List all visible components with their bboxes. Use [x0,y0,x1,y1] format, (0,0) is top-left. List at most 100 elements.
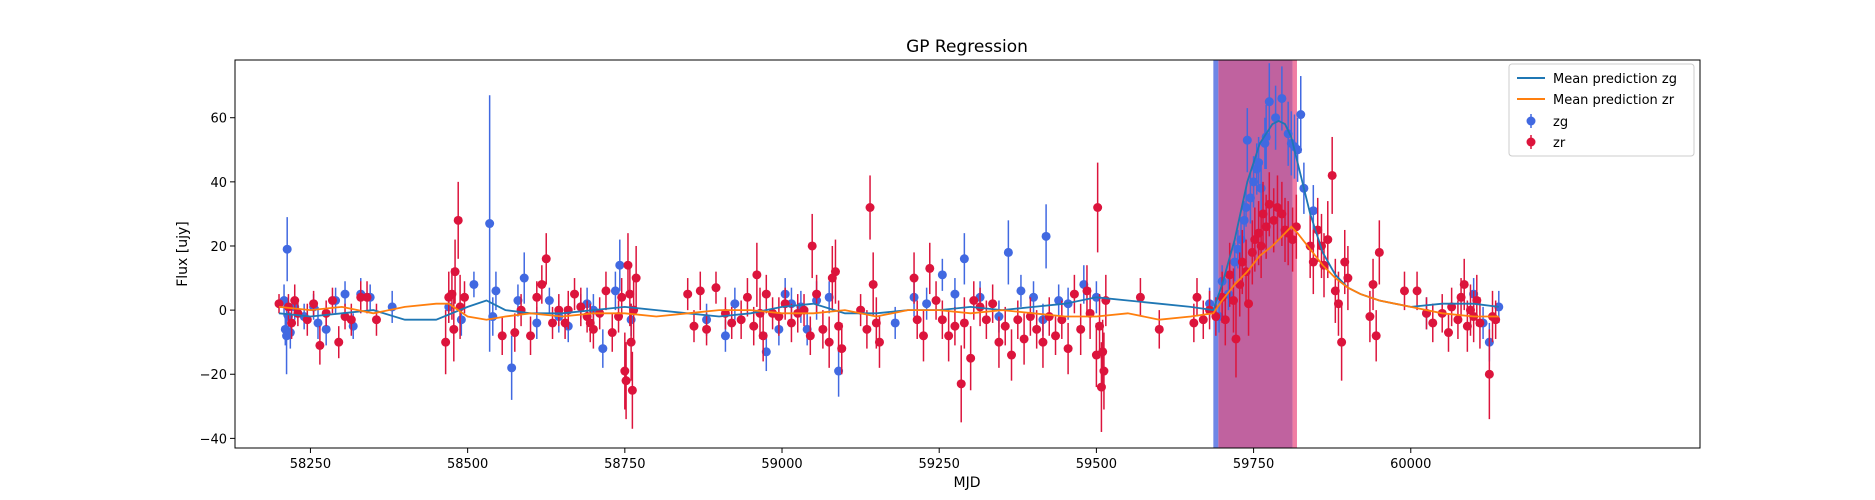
zg-point-72 [1236,235,1246,245]
zr-point-99 [969,295,979,305]
zr-point-84 [865,203,875,213]
zr-point-150 [1272,203,1282,213]
zg-point-73 [1239,215,1249,225]
zr-point-9 [327,295,337,305]
zr-point-21 [453,215,463,225]
zr-point-177 [1443,328,1453,338]
x-tick-label-58750: 58750 [604,457,645,472]
legend-label-zg: zg [1553,115,1568,130]
zg-point-18 [456,315,466,325]
zg-point-80 [1256,183,1266,193]
zr-point-91 [925,263,935,273]
zg-point-25 [519,273,529,283]
zr-point-133 [1217,292,1227,302]
zr-point-10 [334,337,344,347]
y-tick-label-20: 20 [210,240,227,255]
zg-point-70 [1230,257,1240,267]
zr-point-89 [912,315,922,325]
zr-point-43 [614,312,624,322]
zg-point-75 [1242,135,1252,145]
zr-point-72 [799,305,809,315]
zr-point-48 [625,289,635,299]
zr-point-168 [1365,312,1375,322]
x-tick-label-59000: 59000 [761,457,802,472]
zr-point-148 [1264,199,1274,209]
zr-point-169 [1368,279,1378,289]
zg-point-22 [491,286,501,296]
zg-point-26 [532,318,542,328]
zr-point-98 [966,353,976,363]
zg-point-34 [610,286,620,296]
zg-point-48 [834,366,844,376]
zg-point-40 [761,347,771,357]
zr-point-100 [975,302,985,312]
zr-point-108 [1025,312,1035,322]
zr-point-149 [1269,215,1279,225]
zr-point-59 [727,318,737,328]
x-tick-label-59750: 59750 [1233,457,1274,472]
zr-point-110 [1038,337,1048,347]
zr-point-32 [554,305,564,315]
zr-point-52 [631,273,641,283]
zg-point-24 [513,295,523,305]
zr-point-153 [1283,228,1293,238]
zg-point-71 [1233,244,1243,254]
zr-point-73 [805,331,815,341]
zr-point-106 [1013,315,1023,325]
zg-point-19 [469,279,479,289]
zr-point-95 [950,321,960,331]
x-axis-ticks: 58250 58500 58750 59000 59250 59500 59750 60000 [290,448,1431,472]
mean-prediction-line-1 [278,225,1499,321]
zr-point-116 [1076,324,1086,334]
zr-point-154 [1288,235,1298,245]
zr-point-53 [683,289,693,299]
zr-point-33 [560,318,570,328]
zr-point-27 [526,331,536,341]
zg-point-5 [285,328,295,338]
zr-point-156 [1305,241,1315,251]
zr-point-147 [1261,222,1271,232]
y-tick-label-40: 40 [210,176,227,191]
zr-point-4 [293,308,303,318]
zr-point-76 [818,324,828,334]
zg-point-84 [1271,113,1281,123]
zr-point-105 [1007,350,1017,360]
zg-point-47 [824,292,834,302]
zr-point-3 [290,295,300,305]
zr-point-137 [1231,334,1241,344]
highlight-band-2 [1292,60,1297,448]
zg-point-76 [1245,193,1255,203]
zr-point-12 [346,315,356,325]
zr-point-186 [1475,318,1485,328]
zg-point-58 [1016,286,1026,296]
zr-point-126 [1135,292,1145,302]
zr-point-36 [576,302,586,312]
zr-point-115 [1069,289,1079,299]
zr-point-139 [1237,257,1247,267]
zg-point-51 [922,299,932,309]
zr-point-24 [497,331,507,341]
zr-point-63 [752,270,762,280]
y-tick-label--20: −20 [200,368,227,383]
zg-point-35 [615,260,625,270]
y-tick-label-0: 0 [219,304,227,319]
zr-point-107 [1019,334,1029,344]
zr-point-83 [862,324,872,334]
zr-point-85 [868,279,878,289]
zr-point-109 [1032,324,1042,334]
zg-point-74 [1241,203,1251,213]
zg-point-38 [720,331,730,341]
zr-point-65 [758,331,768,341]
zr-point-181 [1459,279,1469,289]
zg-point-39 [730,299,740,309]
zr-point-102 [988,299,998,309]
legend-label-mean-zg: Mean prediction zg [1553,72,1677,87]
x-tick-label-58500: 58500 [447,457,488,472]
zr-point-129 [1192,292,1202,302]
zg-point-10 [321,324,331,334]
zr-point-56 [702,324,712,334]
legend-label-zr: zr [1553,136,1566,151]
zr-point-29 [537,279,547,289]
x-tick-label-59500: 59500 [1076,457,1117,472]
